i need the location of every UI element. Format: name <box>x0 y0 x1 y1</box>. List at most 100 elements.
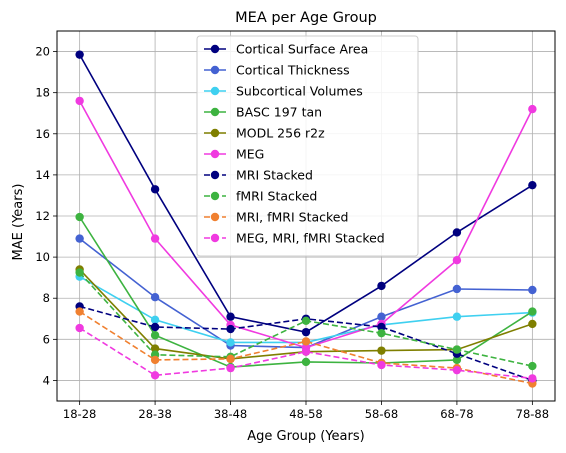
data-point <box>377 346 386 355</box>
legend-marker <box>210 128 220 138</box>
legend-item: MODL 256 r2z <box>204 126 325 141</box>
data-point <box>150 234 160 243</box>
data-point <box>75 50 84 59</box>
x-axis-label: Age Group (Years) <box>247 429 364 444</box>
y-tick-label: 14 <box>35 168 50 182</box>
x-axis-ticks: 18-28 28-38 38-48 48-58 58-68 68-78 78-88 <box>63 401 549 421</box>
series-10 <box>75 323 537 383</box>
legend-item: Subcortical Volumes <box>204 84 363 99</box>
data-point <box>452 255 462 265</box>
legend-item: MEG, MRI, fMRI Stacked <box>204 231 385 246</box>
y-tick-label: 6 <box>43 332 50 346</box>
data-point <box>452 312 462 321</box>
data-point <box>452 345 462 354</box>
x-tick-label: 58-68 <box>365 407 398 421</box>
legend-label: MRI, fMRI Stacked <box>236 210 348 225</box>
data-point <box>528 104 537 114</box>
data-point <box>75 234 84 243</box>
x-tick-label: 18-28 <box>63 407 96 421</box>
data-point <box>226 363 235 373</box>
data-point <box>226 324 235 334</box>
series-1 <box>75 50 537 337</box>
data-point <box>452 284 462 294</box>
legend-marker <box>210 233 220 243</box>
legend-marker <box>210 170 220 180</box>
y-axis-ticks: 4 6 8 10 12 14 16 18 20 <box>35 45 57 387</box>
data-point <box>75 212 84 222</box>
data-point <box>377 281 386 291</box>
legend-label: Subcortical Volumes <box>236 84 363 99</box>
data-point <box>377 312 386 321</box>
series-4 <box>75 212 537 372</box>
y-tick-label: 12 <box>35 209 50 223</box>
data-point <box>150 292 160 302</box>
legend-label: MEG <box>236 147 264 162</box>
y-tick-label: 18 <box>35 86 50 100</box>
legend-marker <box>210 44 220 54</box>
legend-label: BASC 197 tan <box>236 105 322 120</box>
data-point <box>75 268 84 277</box>
data-point <box>150 344 160 353</box>
legend-label: MODL 256 r2z <box>236 126 325 141</box>
y-tick-label: 10 <box>35 250 50 264</box>
data-point <box>150 315 160 325</box>
data-point <box>452 365 462 375</box>
legend-item: Cortical Surface Area <box>204 42 368 57</box>
data-point <box>301 357 311 367</box>
data-point <box>150 322 160 332</box>
data-point <box>528 307 537 316</box>
legend-marker <box>210 149 220 159</box>
data-point <box>301 327 311 337</box>
y-tick-label: 16 <box>35 127 50 141</box>
x-tick-label: 68-78 <box>440 407 473 421</box>
legend-label: fMRI Stacked <box>236 189 317 204</box>
data-point <box>377 360 386 370</box>
x-tick-label: 28-38 <box>138 407 171 421</box>
data-point <box>528 180 537 190</box>
data-point <box>226 338 235 347</box>
data-point <box>150 331 160 340</box>
y-tick-label: 20 <box>35 45 50 59</box>
data-point <box>452 355 462 365</box>
data-point <box>377 322 386 332</box>
data-point <box>75 96 84 106</box>
legend-item: MRI, fMRI Stacked <box>204 210 348 225</box>
y-tick-label: 8 <box>43 291 50 305</box>
legend-item: fMRI Stacked <box>204 189 317 204</box>
legend: Cortical Surface Area Cortical Thickness S… <box>196 35 419 257</box>
legend-marker <box>210 107 220 117</box>
data-point <box>150 371 160 380</box>
data-point <box>301 347 311 356</box>
legend-marker <box>210 191 220 201</box>
x-tick-label: 48-58 <box>289 407 322 421</box>
y-axis-label: MAE (Years) <box>11 184 26 261</box>
data-point <box>226 354 235 364</box>
y-tick-label: 4 <box>43 373 50 387</box>
legend-box <box>196 35 419 257</box>
legend-item: MRI Stacked <box>204 168 313 183</box>
data-point <box>226 312 235 321</box>
chart-title: MEA per Age Group <box>235 10 377 26</box>
legend-label: Cortical Surface Area <box>236 42 368 57</box>
data-point <box>150 185 160 194</box>
legend-item: BASC 197 tan <box>204 105 322 120</box>
legend-item: Cortical Thickness <box>204 63 350 78</box>
legend-marker <box>210 212 220 222</box>
data-point <box>528 361 537 371</box>
legend-label: MRI Stacked <box>236 168 313 183</box>
legend-label: MEG, MRI, fMRI Stacked <box>236 231 385 246</box>
legend-marker <box>210 65 220 75</box>
data-point <box>75 307 84 316</box>
data-point <box>528 319 537 329</box>
legend-label: Cortical Thickness <box>236 63 350 78</box>
data-point <box>528 285 537 295</box>
data-point <box>150 355 160 365</box>
x-tick-label: 38-48 <box>214 407 247 421</box>
series-lines <box>75 50 537 388</box>
data-point <box>75 323 84 333</box>
data-point <box>377 328 386 338</box>
data-point <box>301 337 311 346</box>
data-point <box>301 316 311 326</box>
legend-item: MEG <box>204 147 264 162</box>
